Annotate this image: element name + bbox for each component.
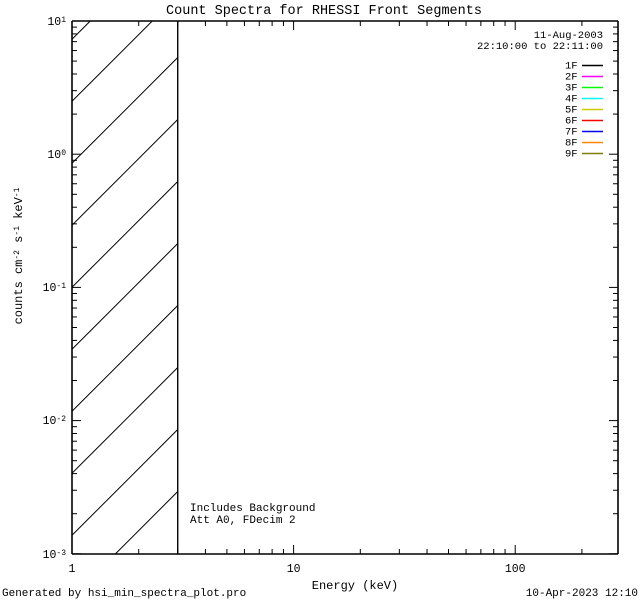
svg-text:Energy (keV): Energy (keV) [312,579,398,593]
svg-text:22:10:00 to 22:11:00: 22:10:00 to 22:11:00 [477,41,603,53]
svg-text:9F: 9F [565,149,578,161]
svg-text:Att A0, FDecim 2: Att A0, FDecim 2 [190,515,296,527]
svg-text:10: 10 [287,563,301,576]
svg-text:Count Spectra for RHESSI Front: Count Spectra for RHESSI Front Segments [166,4,482,19]
svg-text:100: 100 [505,563,526,576]
svg-text:Includes Background: Includes Background [190,503,315,515]
svg-text:Generated by hsi_min_spectra_p: Generated by hsi_min_spectra_plot.pro [2,588,246,600]
svg-text:1: 1 [69,563,76,576]
svg-text:10-Apr-2023 12:10: 10-Apr-2023 12:10 [526,588,638,600]
